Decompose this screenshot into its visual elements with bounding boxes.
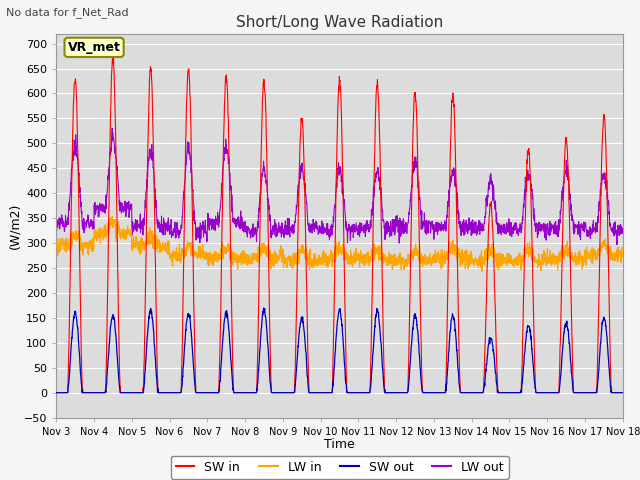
Text: No data for f_Net_Rad: No data for f_Net_Rad bbox=[6, 7, 129, 18]
Text: VR_met: VR_met bbox=[68, 41, 120, 54]
Title: Short/Long Wave Radiation: Short/Long Wave Radiation bbox=[236, 15, 443, 30]
Y-axis label: (W/m2): (W/m2) bbox=[8, 203, 21, 249]
X-axis label: Time: Time bbox=[324, 438, 355, 451]
Legend: SW in, LW in, SW out, LW out: SW in, LW in, SW out, LW out bbox=[170, 456, 509, 479]
